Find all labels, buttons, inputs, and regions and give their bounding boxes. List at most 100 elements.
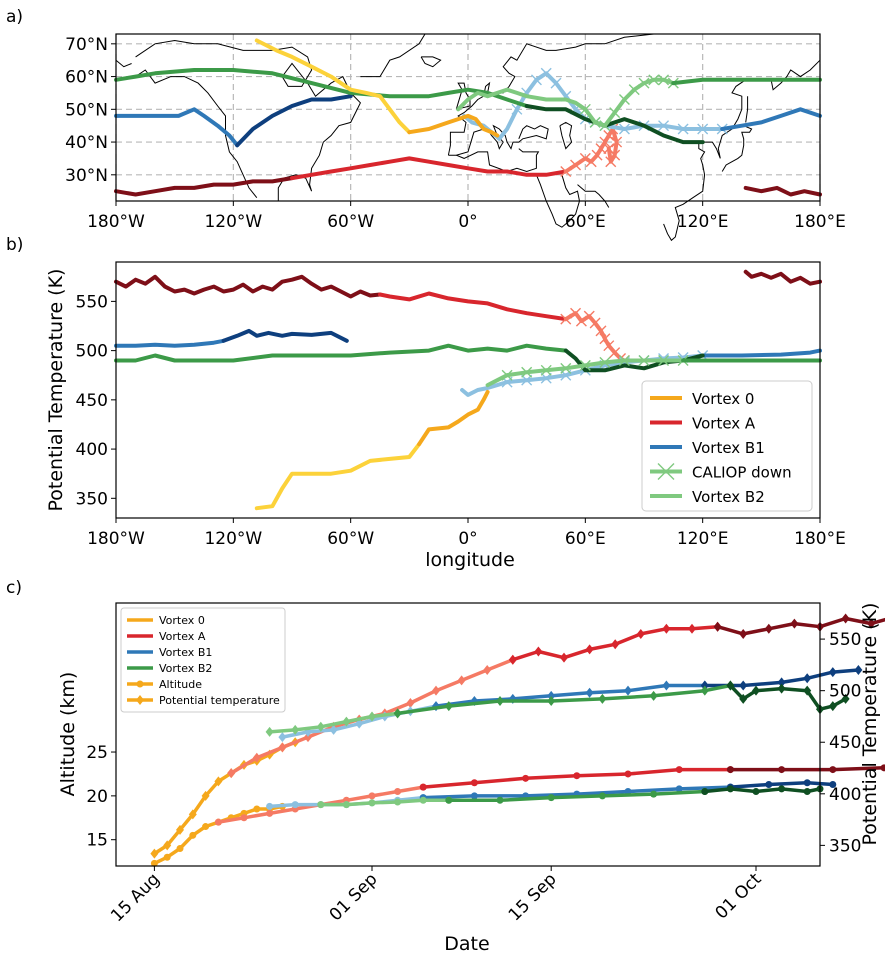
panel-c-theta-0-point-1 [163, 840, 172, 851]
panel-c-altitude-8-point-2 [547, 794, 555, 802]
panel-c-altitude-0-point-8 [253, 805, 261, 813]
panel-b-series-12-point-4 [579, 359, 591, 371]
panel-c-theta-8-point-5 [649, 690, 658, 701]
panel-a-series-7-point-14 [697, 123, 709, 135]
coastline-2 [360, 33, 426, 78]
panel-c-theta-6-point-1 [739, 680, 748, 691]
panel-a-series-12-point-3 [609, 107, 621, 119]
panel-b-xtick-label-5: 120°E [677, 529, 729, 549]
panel-b-xtick-label-1: 120°W [204, 529, 262, 549]
panel-b-series-line-4 [114, 338, 226, 348]
panel-c-ylabel: Altitude (km) [57, 672, 79, 797]
coastline-5 [455, 82, 471, 110]
panel-a-series-3-point-12 [603, 143, 615, 155]
panel-c-theta-3-point-5 [841, 613, 850, 624]
panel-a-ytick-label-0: 30°N [65, 166, 108, 186]
panel-c-altitude-3-point-1 [778, 766, 786, 774]
panel-c-theta-2-point-5 [636, 628, 645, 639]
panel-c-theta-9-point-2 [752, 685, 760, 696]
panel-c-y2tick-label-0: 350 [829, 836, 861, 856]
panel-b-xtick-label-6: 180°E [794, 529, 846, 549]
panel-c-theta-4-point-0 [278, 732, 287, 743]
panel-c-altitude-9-point-4 [803, 787, 811, 795]
panel-c-theta-5-point-4 [585, 687, 594, 698]
panel-c-altitude-9-point-0 [701, 787, 709, 795]
coastline-8 [559, 121, 573, 150]
panel-c-altitude-0-point-1 [163, 853, 171, 861]
panel-b-series-line-3 [743, 269, 822, 286]
panel-c-legend-label-2: Vortex B1 [159, 646, 212, 659]
panel-c-altitude-7-point-2 [368, 799, 376, 807]
panel-c-altitude-6-point-1 [765, 780, 773, 788]
panel-c-theta-5-point-6 [662, 680, 671, 691]
panel-c-theta-6-point-2 [777, 677, 786, 688]
panel-c-theta-0-point-5 [214, 776, 223, 787]
panel-c-theta-1-point-3 [304, 732, 312, 743]
panel-c-altitude-8-point-1 [496, 796, 504, 804]
panel-a-xtick-label-6: 180°E [794, 212, 846, 232]
panel-b-xlabel: longitude [425, 549, 515, 571]
panel-b-series-12-point-7 [638, 354, 650, 366]
panel-c-theta-9-point-4 [803, 685, 812, 696]
panel-c-theta-line-7 [269, 711, 398, 734]
panel-c-ytick-label-2: 25 [86, 743, 108, 763]
panel-c-theta-1-point-8 [432, 685, 440, 696]
panel-a-series-7-point-3 [540, 67, 552, 79]
panel-c-theta-9-point-7 [841, 693, 850, 704]
panel-c-legend-label-1: Vortex A [159, 630, 206, 643]
panel-b-series-line-1 [378, 291, 568, 322]
panel-c-theta-line-6 [704, 668, 859, 688]
panel-c-y2tick-label-2: 450 [829, 733, 861, 753]
panel-c-theta-8-point-2 [496, 695, 504, 706]
panel-a-series-12-point-6 [638, 77, 650, 89]
panel-b-series-line-0 [114, 274, 382, 299]
panel-c-theta-3-point-1 [739, 628, 748, 639]
panel-c-theta-8-point-6 [700, 685, 709, 696]
panel-c-theta-2-point-2 [560, 652, 568, 663]
panel-c-theta-3-point-2 [764, 623, 773, 634]
panel-c-altitude-1-point-1 [240, 814, 248, 822]
panel-a-ytick-label-2: 50°N [65, 100, 108, 120]
panel-a-series-line-0 [114, 176, 294, 197]
panel-b-series-12-point-6 [618, 354, 630, 366]
panel-c-theta-3-point-3 [790, 618, 799, 629]
panel-c-altitude-line-8 [448, 789, 705, 803]
panel-c-theta-7-point-4 [368, 711, 376, 722]
panel-b-series-7-point-1 [521, 374, 533, 386]
panel-a-xtick-label-0: 180°W [87, 212, 145, 232]
panel-b-series-line-6 [460, 380, 510, 397]
panel-c-altitude-3-point-0 [726, 766, 734, 774]
panel-c-theta-3-point-6 [867, 618, 876, 629]
panel-c-legend: Vortex 0 Vortex A Vortex B1 Vortex B2 Altitu… [120, 607, 286, 713]
panel-c-theta-6-point-4 [828, 667, 837, 678]
panel-a-series-7-point-12 [658, 120, 670, 132]
panel-b-legend-label-0: Vortex 0 [692, 390, 754, 408]
panel-c-theta-6-point-3 [803, 673, 812, 684]
panel-a-series-line-15 [407, 113, 500, 138]
panel-c-altitude-0-point-0 [150, 859, 158, 867]
panel-c-altitude-4-point-1 [291, 801, 299, 809]
panel-b-series-12-point-2 [540, 364, 552, 376]
panel-c-theta-1-point-2 [278, 742, 287, 753]
panel-c-altitude-line-7 [320, 798, 449, 807]
panel-b-legend-label-2: Vortex B1 [692, 439, 765, 457]
panel-a-series-3-point-2 [579, 152, 591, 164]
panel-b-legend-label-1: Vortex A [692, 415, 756, 433]
panel-b-series-2-point-2 [575, 315, 587, 327]
panel-c-theta-9-point-6 [828, 701, 837, 712]
panel-c-theta-9-point-0 [726, 680, 735, 691]
panel-b-series-line-5 [221, 328, 349, 343]
panel-c-theta-2-point-6 [662, 623, 671, 634]
panel-b-series-12-point-8 [658, 354, 670, 366]
panel-c-theta-line-8 [397, 683, 731, 716]
panel-b-series-line-8 [700, 348, 822, 358]
panel-a-series-12-point-7 [648, 74, 660, 86]
panel-c-altitude-7-point-4 [419, 796, 427, 804]
panel-a-series-7-point-13 [677, 123, 689, 135]
panel-b-ytick-label-3: 500 [76, 342, 108, 362]
panel-a-series-line-1 [743, 185, 822, 197]
panel-c-theta-8-point-3 [547, 695, 556, 706]
panel-a-series-12-point-5 [628, 84, 640, 96]
panel-b-ytick-label-2: 450 [76, 391, 108, 411]
panel-c-theta-7-point-0 [265, 726, 274, 737]
